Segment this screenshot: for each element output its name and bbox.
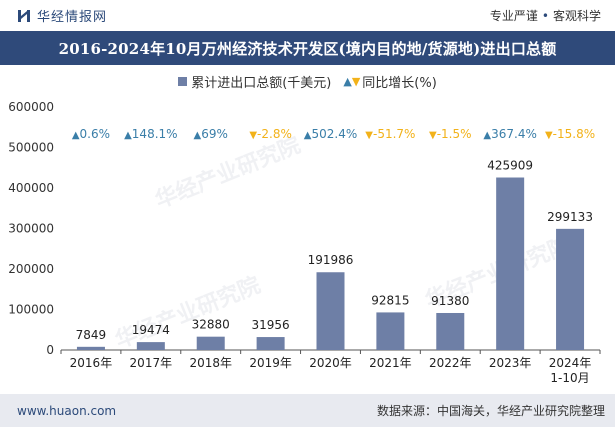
- y-tick-label: 600000: [8, 100, 54, 114]
- chart-title: 2016-2024年10月万州经济技术开发区(境内目的地/货源地)进出口总额: [58, 39, 557, 58]
- x-tick-label: 2022年: [429, 356, 472, 370]
- x-tick-label: 2021年: [369, 356, 412, 370]
- growth-value: -15.8%: [553, 127, 595, 141]
- footer-source: 数据来源：中国海关，华经产业研究院整理: [376, 404, 605, 418]
- bar-value-label: 425909: [487, 159, 533, 173]
- bar-value-label: 31956: [252, 318, 290, 332]
- growth-label: ▲367.4%: [483, 127, 536, 141]
- tagline: 专业严谨 • 客观科学: [490, 7, 601, 24]
- logo-icon: [18, 9, 30, 22]
- growth-value: 148.1%: [132, 127, 178, 141]
- x-tick-label: 2016年: [70, 356, 113, 370]
- tagline-left: 专业严谨: [489, 8, 538, 23]
- down-triangle-icon: ▼: [249, 130, 257, 141]
- bar: [316, 272, 345, 350]
- bar: [136, 342, 165, 350]
- top-bar: 华经情报网 专业严谨 • 客观科学: [0, 0, 615, 30]
- growth-value: -2.8%: [257, 127, 292, 141]
- bar: [256, 337, 285, 350]
- legend-bar-swatch: [178, 77, 188, 86]
- bar-value-label: 91380: [431, 294, 469, 308]
- growth-label: ▼-2.8%: [249, 127, 292, 141]
- up-triangle-icon: ▲: [483, 130, 491, 141]
- bar-value-label: 92815: [371, 293, 409, 307]
- growth-label: ▲502.4%: [304, 127, 357, 141]
- growth-value: -51.7%: [373, 127, 415, 141]
- x-tick-label: 2019年: [249, 356, 292, 370]
- chart-title-bar: 2016-2024年10月万州经济技术开发区(境内目的地/货源地)进出口总额: [0, 31, 615, 65]
- y-tick-label: 400000: [8, 181, 54, 195]
- growth-label: ▲148.1%: [124, 127, 177, 141]
- bar-value-label: 191986: [308, 253, 354, 267]
- legend-item-bars: 累计进出口总额(千美元): [178, 72, 331, 91]
- up-triangle-icon: ▲: [72, 130, 80, 141]
- brand: 华经情报网: [17, 6, 107, 25]
- up-triangle-icon: ▲: [343, 75, 352, 88]
- y-tick-label: 200000: [8, 262, 54, 276]
- growth-label: ▲0.6%: [72, 127, 110, 141]
- bar: [196, 336, 225, 350]
- growth-label: ▲69%: [194, 127, 228, 141]
- x-tick-label: 2024年: [549, 356, 592, 370]
- y-tick-label: 0: [46, 343, 54, 357]
- down-triangle-icon: ▼: [545, 130, 553, 141]
- growth-value: 502.4%: [311, 127, 357, 141]
- growth-value: 69%: [201, 127, 228, 141]
- x-tick-label: 2020年: [309, 356, 352, 370]
- growth-label: ▼-15.8%: [545, 127, 595, 141]
- x-tick-label: 2017年: [130, 356, 173, 370]
- growth-value: -1.5%: [437, 127, 472, 141]
- bar-value-label: 7849: [76, 328, 107, 342]
- growth-label: ▼-51.7%: [365, 127, 415, 141]
- bar: [376, 312, 405, 350]
- bar: [496, 177, 525, 350]
- footer-url: www.huaon.com: [17, 403, 117, 418]
- growth-label: ▼-1.5%: [429, 127, 472, 141]
- legend: 累计进出口总额(千美元) ▲ ▼ 同比增长(%): [0, 72, 615, 91]
- bar: [76, 346, 105, 350]
- growth-value: 0.6%: [80, 127, 111, 141]
- y-tick-label: 500000: [8, 141, 54, 155]
- brand-name: 华经情报网: [37, 9, 108, 25]
- growth-value: 367.4%: [491, 127, 537, 141]
- y-tick-label: 300000: [8, 222, 54, 236]
- separator-dot: •: [541, 8, 549, 23]
- x-tick-label: 1-10月: [550, 371, 589, 385]
- bar: [556, 228, 585, 350]
- up-triangle-icon: ▲: [124, 130, 132, 141]
- legend-growth-label: 同比增长(%): [362, 76, 437, 91]
- bar-value-label: 299133: [547, 210, 593, 224]
- tagline-right: 客观科学: [552, 8, 601, 23]
- legend-item-growth: ▲ ▼ 同比增长(%): [343, 72, 436, 91]
- up-triangle-icon: ▲: [194, 130, 202, 141]
- y-tick-label: 100000: [8, 303, 54, 317]
- down-triangle-icon: ▼: [365, 130, 373, 141]
- bar-value-label: 32880: [192, 318, 230, 332]
- footer: www.huaon.com 数据来源：中国海关，华经产业研究院整理: [0, 394, 615, 427]
- x-tick-label: 2018年: [189, 356, 232, 370]
- bar: [436, 312, 465, 350]
- legend-bar-label: 累计进出口总额(千美元): [191, 76, 332, 91]
- bar-value-label: 19474: [132, 323, 170, 337]
- down-triangle-icon: ▼: [429, 130, 437, 141]
- up-triangle-icon: ▲: [304, 130, 312, 141]
- x-tick-label: 2023年: [489, 356, 532, 370]
- down-triangle-icon: ▼: [351, 75, 361, 88]
